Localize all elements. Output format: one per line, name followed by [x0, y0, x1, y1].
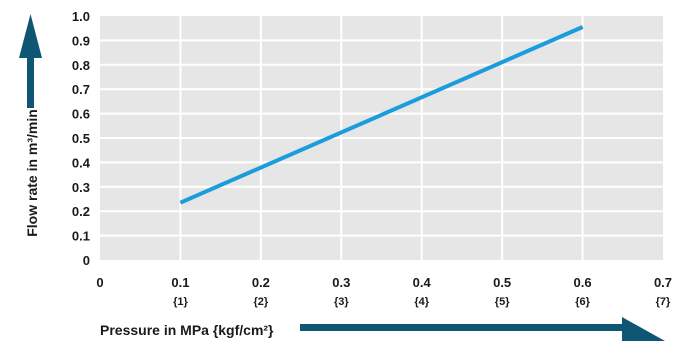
x-tick-label: 0.2	[252, 275, 270, 290]
x-tick-sublabel: {2}	[254, 296, 269, 308]
x-tick-label: 0.6	[574, 275, 592, 290]
x-tick-label: 0.3	[332, 275, 350, 290]
x-axis-arrow-head	[622, 317, 665, 341]
x-tick-sublabel: {1}	[173, 296, 188, 308]
y-tick-label: 0.5	[72, 131, 90, 146]
y-tick-label: 0.1	[72, 229, 90, 244]
x-tick-label: 0.5	[493, 275, 511, 290]
y-tick-label: 0.8	[72, 58, 90, 73]
x-tick-sublabel: {5}	[495, 296, 510, 308]
x-tick-sublabel: {6}	[575, 296, 590, 308]
x-tick-sublabel: {4}	[414, 296, 429, 308]
y-tick-label: 0.9	[72, 33, 90, 48]
x-tick-label: 0.7	[654, 275, 672, 290]
x-tick-label: 0	[96, 275, 103, 290]
y-tick-label: 0.3	[72, 180, 90, 195]
x-tick-label: 0.1	[171, 275, 189, 290]
series-line	[179, 25, 584, 205]
x-tick-sublabel: {7}	[656, 296, 671, 308]
y-tick-label: 0.6	[72, 107, 90, 122]
y-tick-label: 1.0	[72, 9, 90, 24]
y-tick-label: 0.4	[72, 155, 91, 170]
y-axis-arrow-head	[19, 14, 42, 58]
x-tick-label: 0.4	[413, 275, 432, 290]
y-axis-title: Flow rate in m³/min	[24, 109, 40, 237]
x-axis-arrow-shaft	[300, 324, 622, 331]
x-tick-sublabel: {3}	[334, 296, 349, 308]
y-axis-arrow-shaft	[27, 58, 34, 108]
y-tick-label: 0	[83, 253, 90, 268]
x-axis-title: Pressure in MPa {kgf/cm²}	[100, 322, 274, 338]
y-tick-label: 0.7	[72, 82, 90, 97]
y-tick-label: 0.2	[72, 204, 90, 219]
